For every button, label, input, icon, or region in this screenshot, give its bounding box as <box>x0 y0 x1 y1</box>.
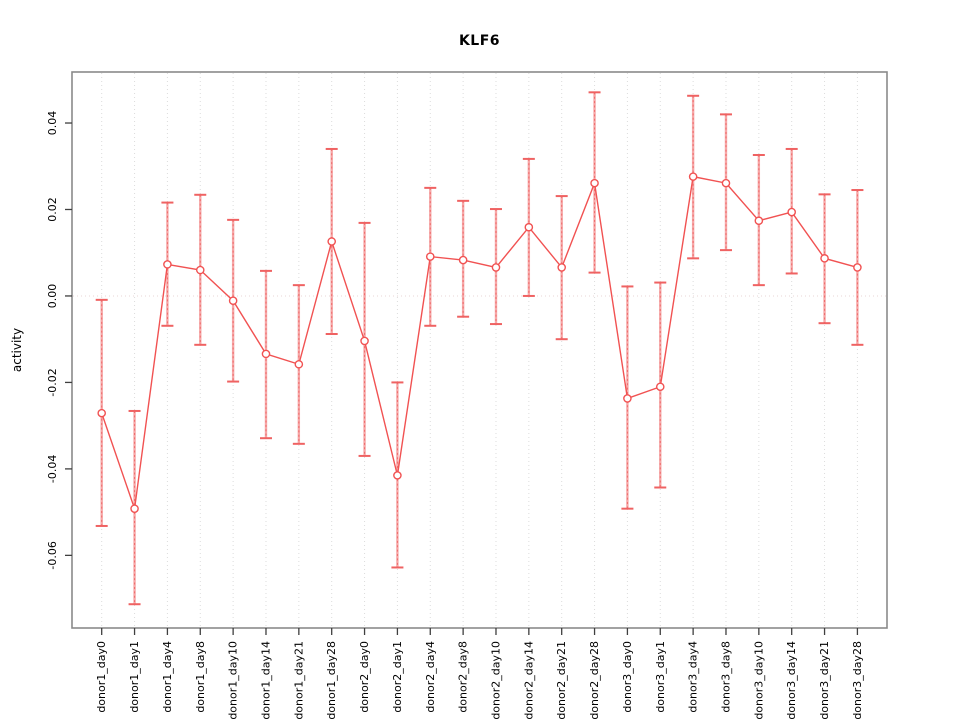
data-point <box>721 178 731 188</box>
chart-title: KLF6 <box>458 33 501 49</box>
x-tick-label: donor2_day14 <box>522 641 535 720</box>
data-point <box>130 504 139 513</box>
x-tick-label: donor3_day21 <box>818 641 831 720</box>
data-point <box>458 255 468 265</box>
data-point <box>97 408 106 418</box>
data-point <box>393 471 402 480</box>
x-tick-label: donor2_day1 <box>391 641 404 713</box>
data-point <box>524 222 534 232</box>
y-tick-label: 0.04 <box>46 111 59 136</box>
x-tick-label: donor2_day28 <box>588 641 601 720</box>
data-point <box>754 216 764 226</box>
data-point <box>853 263 862 272</box>
y-tick-label: -0.02 <box>46 368 59 396</box>
x-tick-label: donor1_day14 <box>259 641 272 720</box>
x-tick-label: donor3_day14 <box>785 641 798 720</box>
data-point <box>195 265 205 275</box>
x-tick-label: donor1_day28 <box>325 641 338 720</box>
y-tick-label: 0.00 <box>46 284 59 309</box>
data-point <box>688 172 698 181</box>
x-tick-label: donor2_day0 <box>358 641 371 713</box>
data-point <box>360 336 369 346</box>
y-tick-label: 0.02 <box>46 197 59 222</box>
plot-border <box>71 71 888 629</box>
x-tick-label: donor2_day4 <box>424 641 437 713</box>
x-tick-label: donor3_day8 <box>719 641 732 713</box>
x-tick-label: donor1_day0 <box>95 641 108 713</box>
data-point <box>327 237 336 246</box>
series-line <box>101 175 858 509</box>
data-point <box>261 349 271 359</box>
x-tick-label: donor2_day10 <box>489 641 502 720</box>
x-tick-label: donor3_day1 <box>654 641 667 713</box>
data-point <box>820 254 829 263</box>
data-point <box>623 394 632 403</box>
x-tick-label: donor3_day28 <box>851 641 864 720</box>
y-tick-label: -0.04 <box>46 455 59 483</box>
x-tick-label: donor3_day4 <box>687 641 700 713</box>
x-tick-label: donor1_day10 <box>227 641 240 720</box>
x-tick-label: donor3_day0 <box>621 641 634 713</box>
x-tick-label: donor1_day8 <box>194 641 207 713</box>
data-point <box>425 252 435 261</box>
data-point <box>294 359 304 369</box>
x-tick-label: donor1_day4 <box>161 641 174 713</box>
data-point <box>655 382 665 392</box>
data-point <box>163 260 172 269</box>
x-tick-label: donor1_day21 <box>292 641 305 720</box>
x-tick-label: donor1_day1 <box>128 641 141 713</box>
data-point <box>491 263 501 272</box>
x-tick-label: donor2_day21 <box>555 641 568 720</box>
x-tick-label: donor3_day10 <box>752 641 765 720</box>
data-point <box>228 296 238 306</box>
data-point <box>590 178 599 188</box>
data-point <box>557 263 566 272</box>
x-tick-label: donor2_day8 <box>457 641 470 713</box>
y-tick-label: -0.06 <box>46 541 59 569</box>
data-point <box>787 207 796 217</box>
